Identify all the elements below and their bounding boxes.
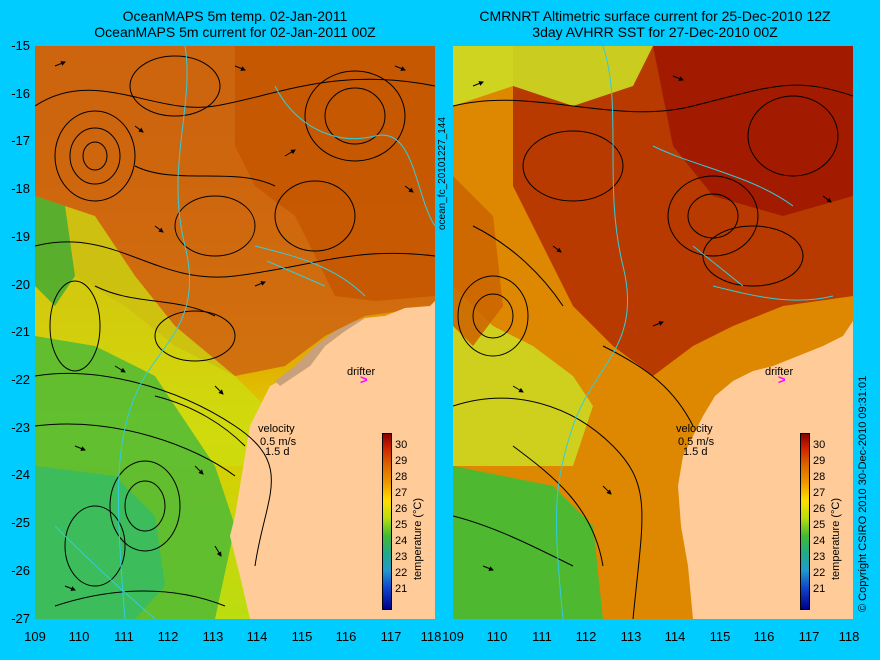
- left-colorbar: [382, 433, 392, 610]
- cyan-green-region: [35, 466, 165, 619]
- lon-tick: 116: [753, 629, 775, 644]
- lon-tick: 112: [157, 629, 179, 644]
- lon-tick: 118: [838, 629, 860, 644]
- colorbar-tick: 26: [813, 503, 826, 515]
- left-map-panel: [35, 46, 435, 619]
- colorbar-tick: 27: [395, 487, 408, 499]
- colorbar-tick: 25: [395, 519, 408, 531]
- colorbar-tick: 21: [395, 583, 408, 595]
- lon-tick: 111: [532, 629, 552, 644]
- lon-tick: 109: [24, 629, 46, 644]
- lon-tick: 113: [620, 629, 642, 644]
- lon-tick: 114: [246, 629, 268, 644]
- lat-tick: -17: [11, 133, 30, 148]
- lon-tick: 114: [664, 629, 686, 644]
- lat-tick: -26: [11, 563, 30, 578]
- velocity-scale-label: 0.5 m/s: [678, 436, 715, 448]
- hottest-water-region: [653, 46, 853, 216]
- run-id-label: ocean_fc_20101227_144: [437, 117, 448, 230]
- lat-tick: -21: [11, 324, 30, 339]
- lat-tick: -24: [11, 467, 30, 482]
- lat-tick: -22: [11, 372, 30, 387]
- cool-yellow-region: [453, 286, 593, 466]
- green-water-region: [453, 466, 603, 619]
- right-colorbar: [800, 433, 810, 610]
- lon-tick: 118: [420, 629, 442, 644]
- lon-tick: 113: [202, 629, 224, 644]
- lon-tick: 110: [486, 629, 508, 644]
- colorbar-tick: 29: [395, 455, 408, 467]
- colorbar-tick: 21: [813, 583, 826, 595]
- lon-tick: 112: [575, 629, 597, 644]
- bathymetry-contours: [54, 46, 435, 619]
- velocity-days-label: 1.5 d: [265, 446, 290, 458]
- cloud-gap-region: [453, 46, 653, 106]
- left-title: OceanMAPS 5m temp. 02-Jan-2011 OceanMAPS…: [40, 8, 430, 40]
- right-title-line2: 3day AVHRR SST for 27-Dec-2010 00Z: [532, 24, 778, 40]
- colorbar-tick: 24: [813, 535, 826, 547]
- lon-tick: 117: [798, 629, 820, 644]
- colorbar-tick: 25: [813, 519, 826, 531]
- lon-tick: 111: [114, 629, 134, 644]
- lat-tick: -15: [11, 38, 30, 53]
- lat-tick: -20: [11, 277, 30, 292]
- right-map-panel: [453, 46, 853, 619]
- colorbar-tick: 28: [395, 471, 408, 483]
- lat-tick: -23: [11, 420, 30, 435]
- colorbar-tick: 27: [813, 487, 826, 499]
- colorbar-tick: 24: [395, 535, 408, 547]
- section-line: [692, 245, 744, 287]
- colorbar-tick: 30: [813, 439, 826, 451]
- colorbar-tick: 22: [813, 567, 826, 579]
- lon-tick: 110: [68, 629, 90, 644]
- lat-tick: -25: [11, 515, 30, 530]
- current-streamlines: [453, 84, 853, 619]
- left-map: [35, 46, 435, 619]
- west-green-patch: [35, 196, 75, 306]
- right-map: [453, 46, 853, 619]
- right-title-line1: CMRNRT Altimetric surface current for 25…: [479, 8, 831, 24]
- west-warm-patch: [453, 176, 503, 346]
- lat-tick: -19: [11, 229, 30, 244]
- lon-tick: 115: [291, 629, 313, 644]
- colorbar-label: temperature (°C): [412, 497, 424, 580]
- velocity-scale-label: 0.5 m/s: [260, 436, 297, 448]
- lat-tick: -16: [11, 86, 30, 101]
- drifter-label: drifter: [347, 366, 376, 378]
- hot-water-region: [235, 46, 435, 301]
- left-title-line2: OceanMAPS 5m current for 02-Jan-2011 00Z: [94, 24, 376, 40]
- velocity-days-label: 1.5 d: [683, 446, 708, 458]
- colorbar-tick: 23: [813, 551, 826, 563]
- copyright-label: © Copyright CSIRO 2010 30-Dec-2010 09:31…: [857, 375, 869, 612]
- lon-tick: 109: [442, 629, 464, 644]
- lon-tick: 117: [380, 629, 402, 644]
- lon-tick: 115: [709, 629, 731, 644]
- left-title-line1: OceanMAPS 5m temp. 02-Jan-2011: [122, 8, 348, 24]
- coastal-mudflats: [275, 318, 365, 386]
- colorbar-tick: 28: [813, 471, 826, 483]
- colorbar-tick: 30: [395, 439, 408, 451]
- right-title: CMRNRT Altimetric surface current for 25…: [440, 8, 870, 40]
- velocity-label: velocity: [258, 423, 295, 435]
- colorbar-tick: 29: [813, 455, 826, 467]
- current-arrows: [472, 75, 832, 571]
- lon-tick: 116: [335, 629, 357, 644]
- section-line: [266, 260, 326, 287]
- current-arrows: [54, 61, 414, 591]
- bathymetry-contours: [555, 46, 834, 619]
- drifter-marker-icon: >: [778, 372, 786, 387]
- colorbar-tick: 22: [395, 567, 408, 579]
- drifter-label: drifter: [765, 366, 794, 378]
- current-streamlines: [35, 55, 435, 607]
- drifter-marker-icon: >: [360, 372, 368, 387]
- colorbar-label: temperature (°C): [830, 497, 842, 580]
- lat-tick: -27: [11, 611, 30, 626]
- colorbar-tick: 26: [395, 503, 408, 515]
- velocity-label: velocity: [676, 423, 713, 435]
- lat-tick: -18: [11, 181, 30, 196]
- colorbar-tick: 23: [395, 551, 408, 563]
